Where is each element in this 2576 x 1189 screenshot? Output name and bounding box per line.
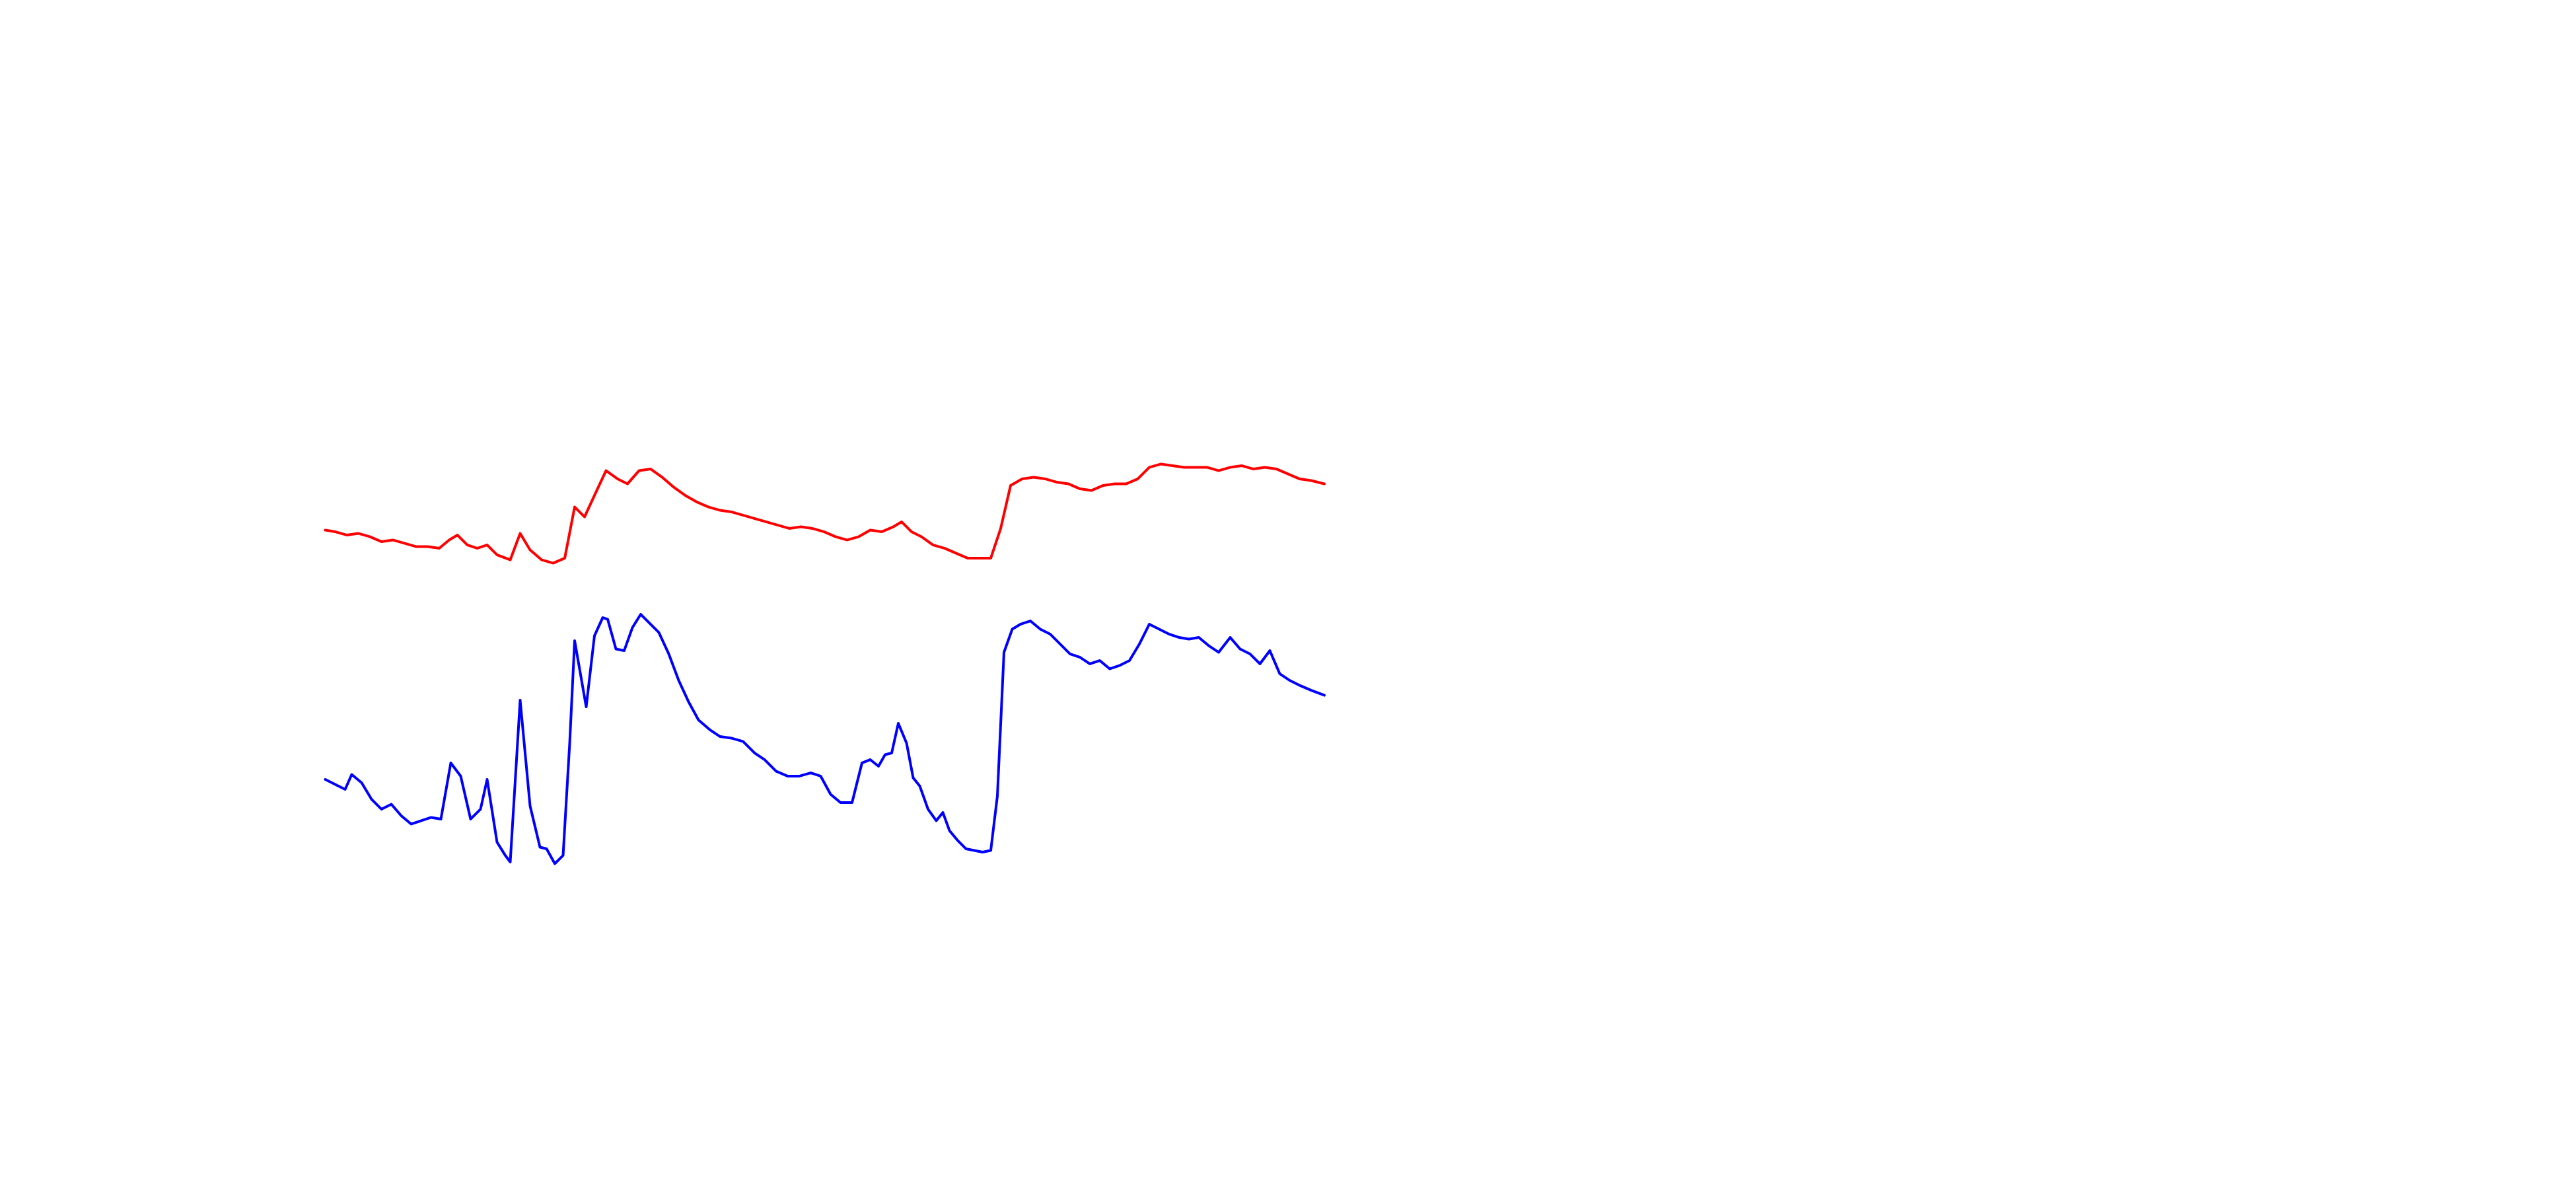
data-line [324, 613, 1326, 865]
data-line [324, 462, 1326, 565]
